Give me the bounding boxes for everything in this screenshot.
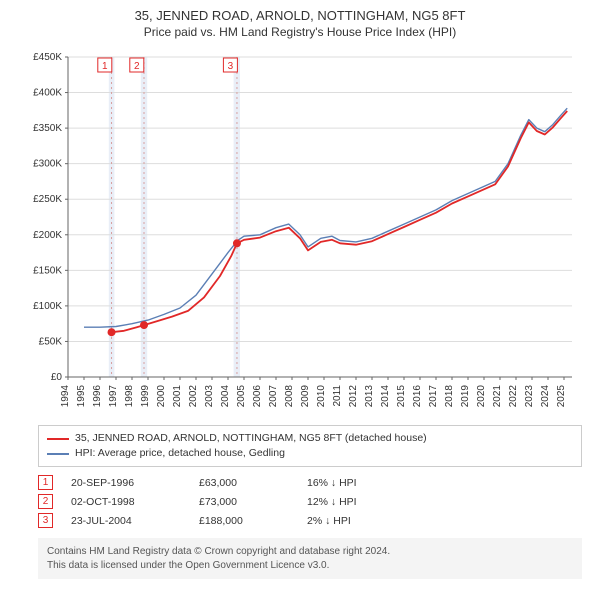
svg-text:2003: 2003: [204, 385, 215, 408]
legend-swatch-hpi: [47, 453, 69, 455]
chart-svg: £0 £50K £100K £150K £200K £250K £300K £350K £400…: [20, 47, 580, 417]
chart-title-desc: Price paid vs. HM Land Registry's House …: [0, 25, 600, 39]
svg-text:£200K: £200K: [33, 230, 62, 241]
svg-text:2005: 2005: [236, 385, 247, 408]
svg-text:2007: 2007: [268, 385, 279, 408]
legend-label-price: 35, JENNED ROAD, ARNOLD, NOTTINGHAM, NG5…: [75, 431, 427, 446]
svg-text:2015: 2015: [396, 385, 407, 408]
svg-text:2011: 2011: [332, 385, 343, 407]
footer-line1: Contains HM Land Registry data © Crown c…: [47, 545, 573, 559]
svg-text:1995: 1995: [76, 385, 87, 408]
svg-text:2004: 2004: [220, 385, 231, 408]
svg-text:£0: £0: [51, 372, 63, 383]
svg-text:£350K: £350K: [33, 123, 62, 134]
svg-text:£400K: £400K: [33, 88, 62, 99]
svg-text:2013: 2013: [364, 385, 375, 408]
svg-text:2008: 2008: [284, 385, 295, 408]
svg-text:2018: 2018: [444, 385, 455, 408]
svg-text:2002: 2002: [188, 385, 199, 408]
sale-note: 12% ↓ HPI: [307, 496, 582, 508]
svg-text:2006: 2006: [252, 385, 263, 408]
svg-text:2014: 2014: [380, 385, 391, 408]
svg-text:£50K: £50K: [39, 336, 63, 347]
svg-text:2023: 2023: [524, 385, 535, 408]
sale-marker-2: 2: [38, 494, 53, 509]
svg-text:2001: 2001: [172, 385, 183, 408]
svg-text:2021: 2021: [492, 385, 503, 408]
svg-text:2024: 2024: [540, 385, 551, 408]
svg-text:2025: 2025: [556, 385, 567, 408]
chart-title-address: 35, JENNED ROAD, ARNOLD, NOTTINGHAM, NG5…: [0, 8, 600, 23]
svg-text:£450K: £450K: [33, 52, 62, 63]
sale-price: £188,000: [199, 515, 289, 527]
sale-note: 16% ↓ HPI: [307, 477, 582, 489]
svg-text:2010: 2010: [316, 385, 327, 408]
svg-text:2017: 2017: [428, 385, 439, 408]
svg-text:2022: 2022: [508, 385, 519, 408]
sale-row: 2 02-OCT-1998 £73,000 12% ↓ HPI: [38, 494, 582, 509]
sales-table: 1 20-SEP-1996 £63,000 16% ↓ HPI 2 02-OCT…: [38, 475, 582, 528]
sale-date: 02-OCT-1998: [71, 496, 181, 508]
sale-price: £63,000: [199, 477, 289, 489]
svg-text:£100K: £100K: [33, 301, 62, 312]
sale-date: 20-SEP-1996: [71, 477, 181, 489]
svg-text:2019: 2019: [460, 385, 471, 408]
sale-price: £73,000: [199, 496, 289, 508]
svg-text:1997: 1997: [108, 385, 119, 408]
svg-text:£300K: £300K: [33, 159, 62, 170]
sale-note: 2% ↓ HPI: [307, 515, 582, 527]
svg-text:1994: 1994: [60, 385, 71, 408]
svg-text:1999: 1999: [140, 385, 151, 408]
sale-marker-3: 3: [38, 513, 53, 528]
svg-text:£150K: £150K: [33, 265, 62, 276]
svg-text:1: 1: [102, 61, 108, 72]
sale-row: 3 23-JUL-2004 £188,000 2% ↓ HPI: [38, 513, 582, 528]
price-chart: £0 £50K £100K £150K £200K £250K £300K £350K £400…: [20, 47, 580, 417]
footer-line2: This data is licensed under the Open Gov…: [47, 559, 573, 573]
footer-attribution: Contains HM Land Registry data © Crown c…: [38, 538, 582, 579]
svg-text:2016: 2016: [412, 385, 423, 408]
legend-label-hpi: HPI: Average price, detached house, Gedl…: [75, 446, 285, 461]
svg-text:£250K: £250K: [33, 194, 62, 205]
svg-text:2020: 2020: [476, 385, 487, 408]
svg-text:2012: 2012: [348, 385, 359, 408]
sale-date: 23-JUL-2004: [71, 515, 181, 527]
svg-text:2009: 2009: [300, 385, 311, 408]
legend-item-price: 35, JENNED ROAD, ARNOLD, NOTTINGHAM, NG5…: [47, 431, 573, 446]
legend-swatch-price: [47, 438, 69, 440]
legend: 35, JENNED ROAD, ARNOLD, NOTTINGHAM, NG5…: [38, 425, 582, 467]
svg-text:1998: 1998: [124, 385, 135, 408]
svg-text:1996: 1996: [92, 385, 103, 408]
svg-text:2000: 2000: [156, 385, 167, 408]
sale-marker-1: 1: [38, 475, 53, 490]
svg-text:2: 2: [134, 61, 140, 72]
svg-text:3: 3: [228, 61, 234, 72]
legend-item-hpi: HPI: Average price, detached house, Gedl…: [47, 446, 573, 461]
sale-row: 1 20-SEP-1996 £63,000 16% ↓ HPI: [38, 475, 582, 490]
